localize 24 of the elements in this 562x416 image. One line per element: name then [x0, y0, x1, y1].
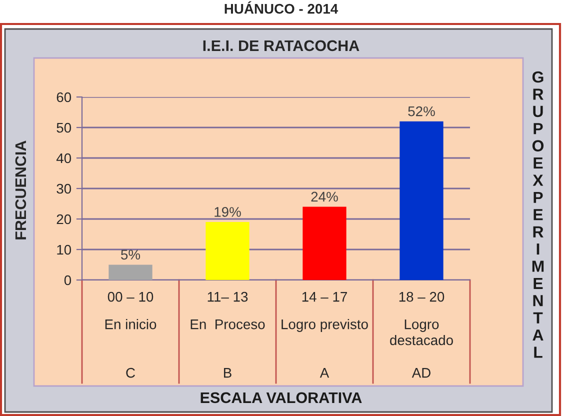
bar: [206, 222, 250, 280]
category-label: 00 – 10 En inicio C: [105, 292, 156, 378]
text: ESCALA VALORATIVA: [200, 392, 362, 404]
data-label: 24%: [311, 192, 338, 202]
data-label: 5%: [121, 250, 140, 260]
y-tick-label: 60: [56, 92, 72, 102]
category-label: 18 – 20 Logro destacado AD: [390, 292, 453, 378]
y-tick-label: 30: [56, 184, 72, 194]
bar: [400, 121, 444, 280]
data-label: 52%: [408, 106, 435, 116]
data-label: 19%: [214, 207, 241, 217]
y-tick-label: 50: [56, 122, 72, 133]
y-tick-label: 20: [56, 214, 72, 224]
y-tick-label: 40: [56, 153, 72, 164]
category-label: 14 – 17 Logro previsto A: [282, 292, 368, 378]
y-tick-label: 0: [64, 275, 72, 286]
text: GRUPOEXPERIMENTAL: [532, 71, 544, 358]
chart-subtitle: I.E.I. DE RATACOCHA: [203, 40, 360, 52]
y-axis-title: FRECUENCIA: [15, 140, 26, 240]
category-label: 11– 13 En Proceso B: [190, 292, 265, 378]
chart-title: HUÁNUCO - 2014: [224, 1, 338, 14]
y-tick-label: 10: [57, 244, 72, 255]
bar: [108, 264, 152, 280]
bar: [302, 206, 346, 280]
